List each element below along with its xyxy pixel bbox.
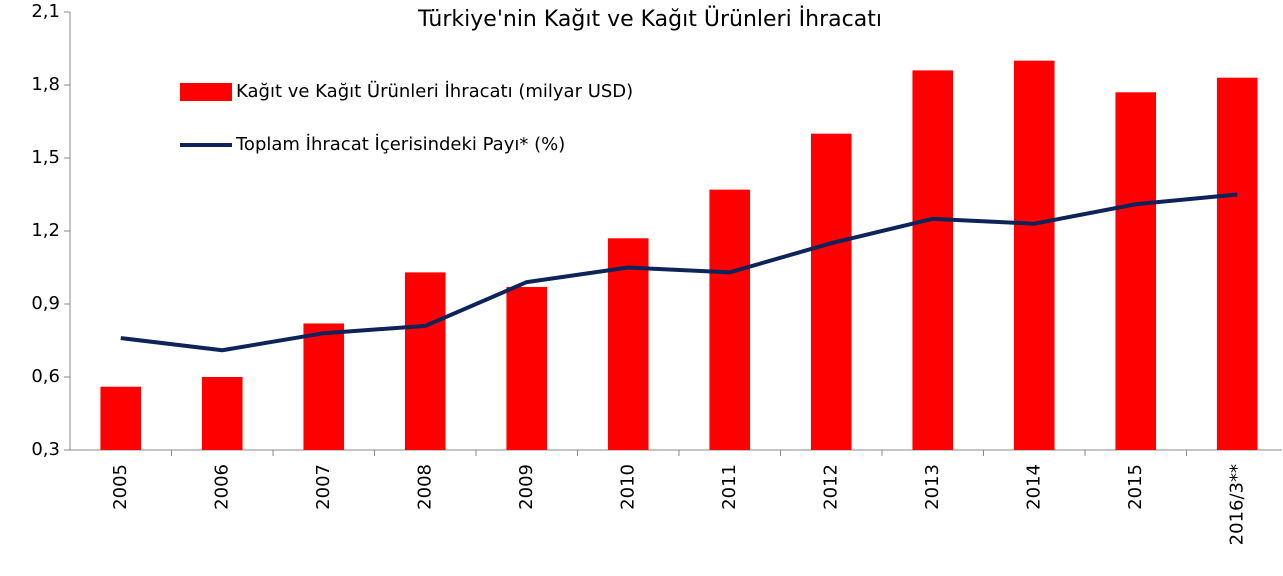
chart-title: Türkiye'nin Kağıt ve Kağıt Ürünleri İhra… bbox=[417, 6, 882, 32]
bar bbox=[1216, 77, 1258, 450]
x-tick-label: 2008 bbox=[414, 464, 435, 510]
y-tick-label: 1,2 bbox=[31, 220, 60, 241]
bar bbox=[810, 133, 852, 450]
x-tick-label: 2005 bbox=[110, 464, 131, 510]
y-tick-label: 2,1 bbox=[31, 1, 60, 22]
bar bbox=[100, 386, 142, 450]
bar bbox=[912, 70, 954, 451]
x-tick-label: 2009 bbox=[516, 464, 537, 510]
y-tick-label: 0,6 bbox=[31, 366, 60, 387]
x-tick-label: 2013 bbox=[922, 464, 943, 510]
bar bbox=[404, 272, 446, 450]
bar bbox=[1115, 92, 1157, 451]
x-tick-label: 2006 bbox=[211, 464, 232, 510]
bar bbox=[201, 377, 243, 450]
x-tick-label: 2014 bbox=[1023, 464, 1044, 510]
x-tick-label: 2010 bbox=[617, 464, 638, 510]
bar bbox=[607, 238, 649, 450]
x-tick-label: 2016/3** bbox=[1226, 464, 1247, 545]
x-tick-label: 2012 bbox=[820, 464, 841, 510]
legend-label: Kağıt ve Kağıt Ürünleri İhracatı (milyar… bbox=[236, 80, 633, 102]
y-tick-label: 1,5 bbox=[31, 147, 60, 168]
y-tick-label: 1,8 bbox=[31, 74, 60, 95]
x-tick-label: 2011 bbox=[719, 464, 740, 510]
bar bbox=[1013, 60, 1055, 451]
bar bbox=[506, 286, 548, 450]
x-tick-label: 2015 bbox=[1125, 464, 1146, 510]
legend-label: Toplam İhracat İçerisindeki Payı* (%) bbox=[235, 134, 565, 155]
legend-swatch bbox=[180, 83, 232, 101]
x-tick-label: 2007 bbox=[313, 464, 334, 510]
bar bbox=[709, 189, 751, 450]
bar bbox=[303, 323, 345, 450]
y-tick-label: 0,3 bbox=[31, 439, 60, 460]
y-tick-label: 0,9 bbox=[31, 293, 60, 314]
line bbox=[120, 192, 1238, 353]
